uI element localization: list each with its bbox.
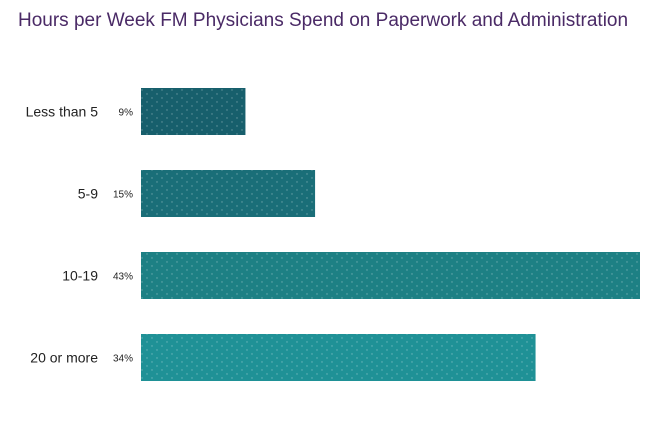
category-label-3: 20 or more	[30, 350, 98, 366]
category-label-1: 5-9	[78, 186, 98, 202]
category-label-0: Less than 5	[26, 104, 99, 120]
bar-texture-0	[141, 88, 246, 135]
bar-texture-3	[141, 334, 536, 381]
chart-title: Hours per Week FM Physicians Spend on Pa…	[18, 10, 629, 31]
value-label-0: 9%	[119, 108, 134, 119]
bars-layer: Less than 5 9% 5-9 15% 10-19 43% 20 or more 34%	[26, 88, 640, 381]
value-label-2: 43%	[113, 272, 133, 283]
bar-texture-2	[141, 252, 640, 299]
value-label-1: 15%	[113, 190, 133, 201]
value-label-3: 34%	[113, 354, 133, 365]
bar-texture-1	[141, 170, 316, 217]
category-label-2: 10-19	[62, 268, 98, 284]
